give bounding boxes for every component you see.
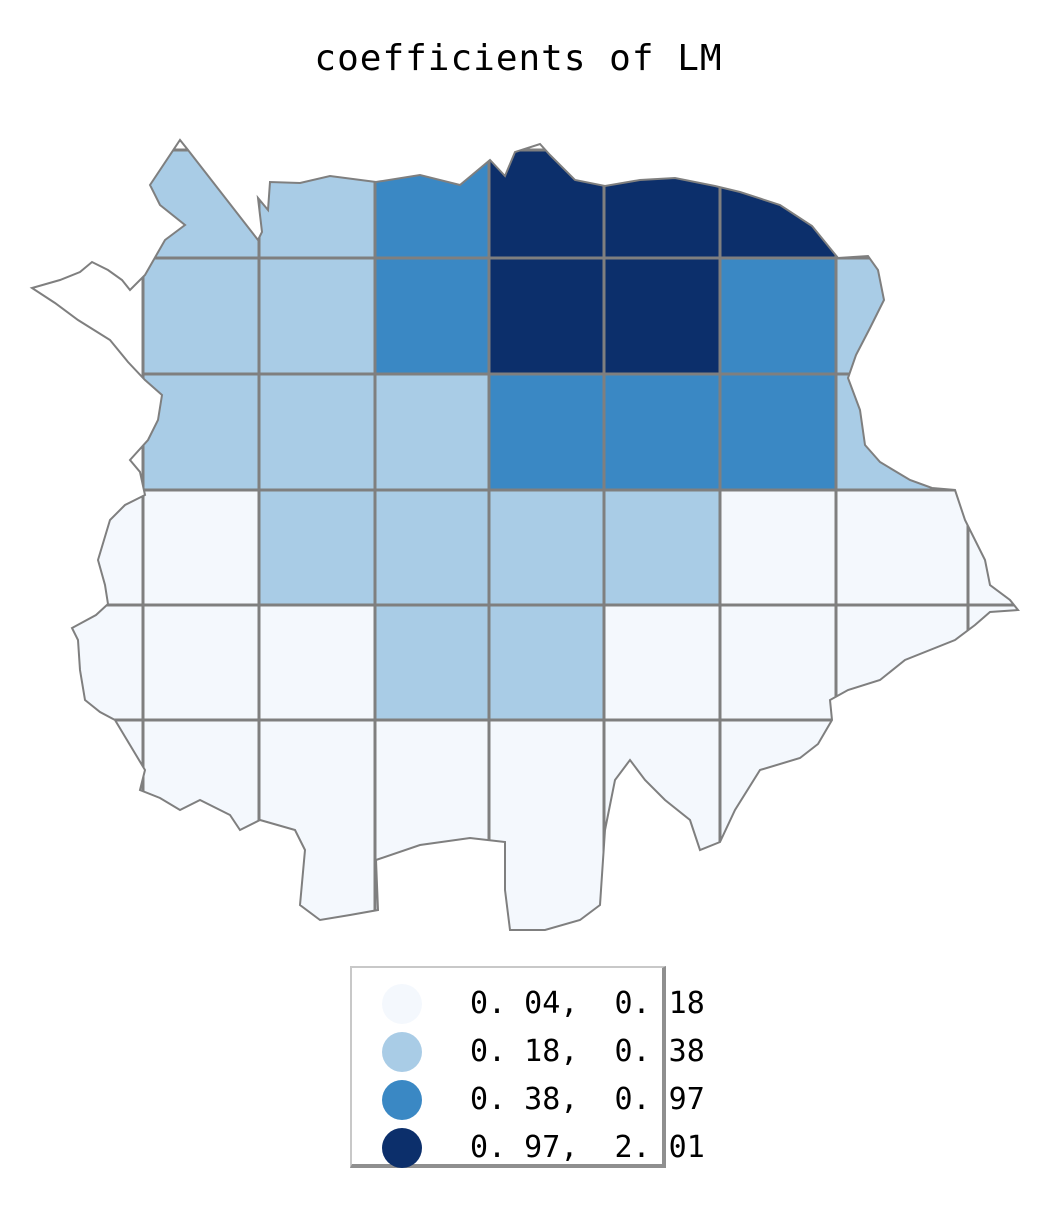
grid-cell-r4-c5 [602, 603, 722, 722]
grid-cell-r1-c5 [602, 256, 722, 376]
grid-cell-r2-c4 [487, 372, 606, 492]
grid-cell-r5-c7 [834, 718, 970, 930]
legend-label: 0. 18, 0. 38 [470, 1034, 705, 1069]
grid-cell-r1-c2 [257, 256, 377, 376]
legend-label: 0. 97, 2. 01 [470, 1130, 705, 1165]
grid-cell-r2-c6 [718, 372, 838, 492]
grid-cell-r4-c6 [718, 603, 838, 722]
grid-cell-r2-c2 [257, 372, 377, 492]
legend-swatch-class-3 [382, 1080, 422, 1120]
grid-cell-r1-c1 [141, 256, 261, 376]
grid-cell-r2-c1 [141, 372, 261, 492]
grid-cell-r3-c2 [257, 488, 377, 607]
legend-item: 0. 97, 2. 01 [352, 1122, 705, 1172]
legend-item: 0. 04, 0. 18 [352, 978, 705, 1028]
grid-cell-r0-c5 [602, 148, 722, 260]
grid-cell-r2-c7 [834, 372, 970, 492]
grid-cell-r0-c7 [834, 148, 970, 260]
grid-cell-r4-c2 [257, 603, 377, 722]
legend-label: 0. 38, 0. 97 [470, 1082, 705, 1117]
grid-cell-r3-c8 [966, 488, 1018, 607]
grid-cell-r1-c8 [966, 256, 1018, 376]
legend-label: 0. 04, 0. 18 [470, 986, 705, 1021]
grid-cell-r5-c2 [257, 718, 377, 930]
legend-swatch-class-4 [382, 1128, 422, 1168]
grid-cell-r3-c3 [373, 488, 491, 607]
grid-cell-r3-c7 [834, 488, 970, 607]
grid-cell-r5-c3 [373, 718, 491, 930]
legend-item: 0. 18, 0. 38 [352, 1026, 705, 1076]
grid-cell-r1-c4 [487, 256, 606, 376]
legend: 0. 04, 0. 18 0. 18, 0. 38 0. 38, 0. 97 0… [350, 966, 705, 1168]
grid-cell-r0-c2 [257, 148, 377, 260]
grid-cell-r5-c4 [487, 718, 606, 930]
grid-cell-r5-c6 [718, 718, 838, 930]
grid-cell-r3-c6 [718, 488, 838, 607]
grid-cell-r3-c0 [32, 488, 145, 607]
legend-swatch-class-2 [382, 1032, 422, 1072]
region-boundary [29, 138, 1020, 931]
grid-cell-r4-c3 [373, 603, 491, 722]
grid-cell-r3-c1 [141, 488, 261, 607]
grid-cell-r3-c4 [487, 488, 606, 607]
grid-cell-r0-c4 [487, 148, 606, 260]
legend-item: 0. 38, 0. 97 [352, 1074, 705, 1124]
grid-cell-r0-c3 [373, 148, 491, 260]
grid-cell-r1-c6 [718, 256, 838, 376]
grid-cell-r2-c5 [602, 372, 722, 492]
grid-cell-r4-c4 [487, 603, 606, 722]
grid-cell-r3-c5 [602, 488, 722, 607]
grid-cell-r4-c1 [141, 603, 261, 722]
grid-cell-r2-c3 [373, 372, 491, 492]
legend-swatch-class-1 [382, 984, 422, 1024]
grid-cell-r5-c5 [602, 718, 722, 930]
grid-cell-r5-c0 [32, 718, 145, 930]
map-title: coefficients of LM [314, 38, 723, 79]
grid-cell-r1-c3 [373, 256, 491, 376]
